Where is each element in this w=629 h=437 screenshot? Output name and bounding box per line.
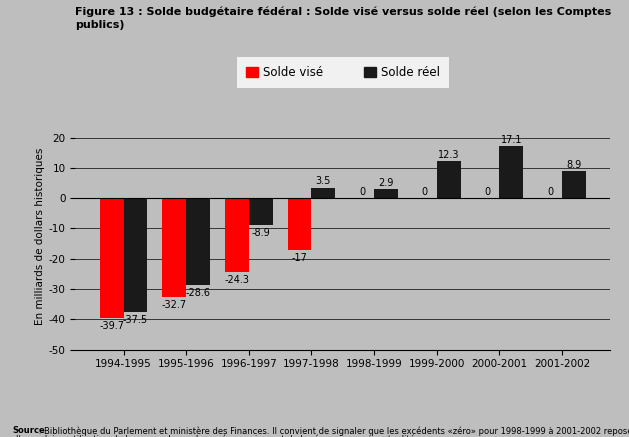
Text: 3.5: 3.5	[316, 176, 331, 186]
Bar	[186, 198, 210, 285]
Text: 0: 0	[484, 187, 491, 197]
Y-axis label: En milliards de dollars historiques: En milliards de dollars historiques	[35, 147, 45, 325]
Text: 0: 0	[547, 187, 553, 197]
Text: publics): publics)	[75, 20, 125, 30]
Text: 17.1: 17.1	[501, 135, 522, 145]
Legend: Solde visé, Solde réel: Solde visé, Solde réel	[240, 60, 445, 85]
Bar	[437, 161, 460, 198]
Text: Source: Source	[13, 426, 45, 435]
Text: -24.3: -24.3	[225, 275, 250, 285]
Text: -17: -17	[292, 253, 308, 263]
Text: d’une pleine utilisation de la marge de prudence économique et de la réserve pou: d’une pleine utilisation de la marge de …	[13, 435, 421, 437]
Bar	[162, 198, 186, 297]
Text: 2.9: 2.9	[378, 178, 394, 188]
Text: -8.9: -8.9	[252, 228, 270, 238]
Text: 12.3: 12.3	[438, 149, 459, 160]
Bar	[249, 198, 272, 225]
Text: -32.7: -32.7	[162, 300, 187, 310]
Bar	[225, 198, 249, 272]
Text: -39.7: -39.7	[99, 322, 124, 331]
Bar	[562, 171, 586, 198]
Text: 0: 0	[359, 187, 365, 197]
Text: 0: 0	[422, 187, 428, 197]
Bar	[374, 189, 398, 198]
Bar	[100, 198, 123, 319]
Bar	[499, 146, 523, 198]
Text: -28.6: -28.6	[186, 288, 211, 298]
Bar	[311, 187, 335, 198]
Text: 8.9: 8.9	[566, 160, 582, 170]
Text: : Bibliothèque du Parlement et ministère des Finances. Il convient de signaler q: : Bibliothèque du Parlement et ministère…	[36, 426, 629, 436]
Bar	[123, 198, 147, 312]
Text: -37.5: -37.5	[123, 315, 148, 325]
Bar	[287, 198, 311, 250]
Text: Figure 13 : Solde budgétaire fédéral : Solde visé versus solde réel (selon les C: Figure 13 : Solde budgétaire fédéral : S…	[75, 7, 612, 17]
